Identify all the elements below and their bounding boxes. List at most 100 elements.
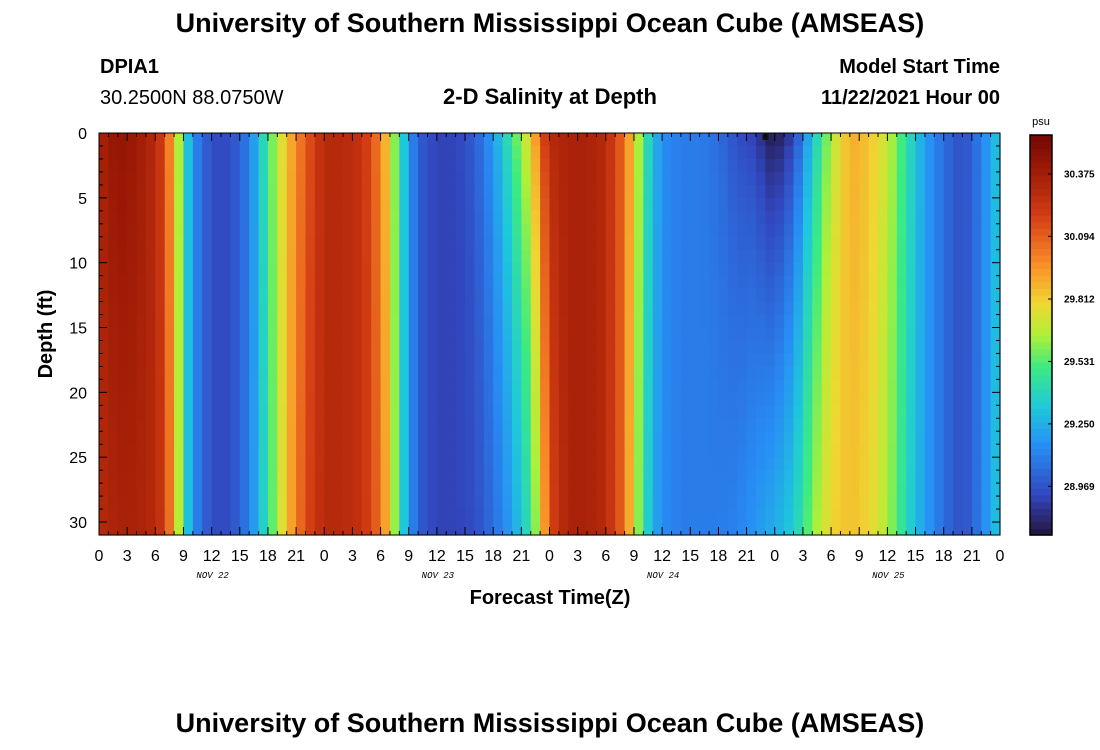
heatmap-cell: [183, 379, 194, 393]
heatmap-cell: [540, 392, 551, 406]
heatmap-cell: [277, 236, 288, 251]
heatmap-cell: [455, 158, 466, 173]
heatmap-cell: [868, 483, 879, 497]
heatmap-cell: [239, 236, 250, 251]
heatmap-cell: [981, 223, 992, 238]
heatmap-cell: [136, 288, 147, 303]
heatmap-cell: [202, 392, 213, 406]
heatmap-cell: [221, 483, 231, 497]
heatmap-cell: [174, 340, 185, 355]
heatmap-cell: [859, 236, 870, 251]
heatmap-cell: [896, 366, 907, 380]
heatmap-cell: [314, 210, 325, 225]
heatmap-cell: [605, 431, 616, 445]
heatmap-cell: [812, 405, 823, 419]
heatmap-cell: [192, 353, 203, 368]
heatmap-cell: [211, 470, 222, 484]
heatmap-cell: [718, 262, 729, 277]
heatmap-cell: [924, 145, 935, 160]
heatmap-cell: [568, 171, 579, 186]
heatmap-cell: [202, 483, 213, 497]
heatmap-cell: [352, 431, 363, 445]
heatmap-cell: [718, 314, 729, 329]
heatmap-cell: [615, 145, 626, 160]
heatmap-cell: [877, 327, 888, 342]
heatmap-cell: [239, 184, 250, 199]
heatmap-cell: [981, 197, 992, 212]
heatmap-cell: [324, 340, 335, 355]
heatmap-cell: [718, 366, 729, 380]
heatmap-cell: [971, 275, 982, 290]
heatmap-cell: [502, 133, 513, 147]
heatmap-cell: [221, 262, 231, 277]
heatmap-cell: [662, 223, 673, 238]
heatmap-cell: [906, 301, 917, 316]
heatmap-cell: [662, 522, 673, 536]
heatmap-cell: [202, 197, 213, 212]
heatmap-cell: [962, 171, 973, 186]
heatmap-cell: [202, 288, 213, 303]
heatmap-cell: [812, 249, 823, 264]
heatmap-cell: [652, 249, 663, 264]
heatmap-cell: [117, 210, 128, 225]
heatmap-cell: [784, 223, 795, 238]
heatmap-cell: [446, 509, 457, 523]
heatmap-cell: [361, 210, 372, 225]
heatmap-cell: [296, 145, 307, 160]
heatmap-cell: [662, 366, 673, 380]
heatmap-cell: [521, 210, 532, 225]
heatmap-cell: [765, 197, 776, 212]
heatmap-cell: [924, 275, 935, 290]
heatmap-cell: [981, 236, 992, 251]
heatmap-cell: [465, 158, 476, 173]
heatmap-cell: [465, 327, 476, 342]
heatmap-cell: [962, 392, 973, 406]
heatmap-cell: [709, 223, 720, 238]
heatmap-cell: [699, 509, 710, 523]
heatmap-cell: [389, 275, 400, 290]
heatmap-cell: [652, 379, 663, 393]
heatmap-cell: [343, 340, 354, 355]
colorbar-segment: [1030, 441, 1052, 449]
heatmap-cell: [474, 158, 485, 173]
heatmap-cell: [483, 171, 494, 186]
heatmap-cell: [652, 223, 663, 238]
heatmap-cell: [915, 145, 926, 160]
heatmap-cell: [812, 366, 823, 380]
heatmap-cell: [117, 483, 128, 497]
heatmap-cell: [474, 457, 485, 471]
heatmap-cell: [849, 158, 860, 173]
heatmap-cell: [418, 145, 429, 160]
heatmap-cell: [605, 457, 616, 471]
heatmap-cell: [549, 158, 560, 173]
heatmap-cell: [371, 522, 382, 536]
heatmap-cell: [971, 353, 982, 368]
heatmap-cell: [389, 210, 400, 225]
heatmap-cell: [474, 353, 485, 368]
heatmap-cell: [540, 366, 551, 380]
heatmap-cell: [821, 262, 832, 277]
heatmap-cell: [934, 301, 945, 316]
heatmap-cell: [540, 301, 551, 316]
heatmap-cell: [615, 379, 626, 393]
heatmap-cell: [389, 249, 400, 264]
colorbar-segment: [1030, 475, 1052, 483]
heatmap-cell: [868, 405, 879, 419]
heatmap-cell: [202, 301, 213, 316]
heatmap-cell: [277, 431, 288, 445]
heatmap-cell: [971, 405, 982, 419]
heatmap-cell: [577, 262, 588, 277]
heatmap-cell: [136, 145, 147, 160]
heatmap-cell: [230, 210, 241, 225]
heatmap-cell: [737, 418, 748, 432]
heatmap-cell: [239, 444, 250, 458]
heatmap-cell: [915, 483, 926, 497]
heatmap-cell: [164, 158, 175, 173]
heatmap-cell: [849, 522, 860, 536]
heatmap-cell: [596, 379, 607, 393]
y-tick-label: 30: [69, 515, 87, 532]
heatmap-cell: [915, 301, 926, 316]
heatmap-cell: [624, 340, 635, 355]
heatmap-cell: [305, 496, 316, 510]
heatmap-cell: [249, 509, 260, 523]
